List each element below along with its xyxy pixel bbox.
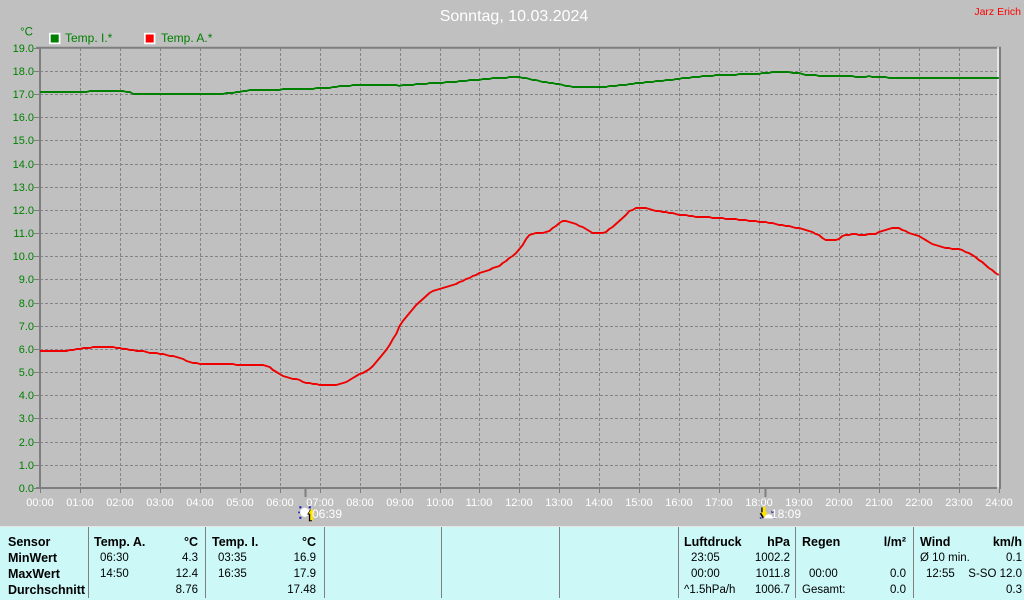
svg-text:5.0: 5.0 <box>19 367 34 379</box>
svg-text:20:00: 20:00 <box>825 497 853 509</box>
svg-text:10.0: 10.0 <box>13 251 34 263</box>
svg-text:01:00: 01:00 <box>66 497 94 509</box>
svg-text:24:00: 24:00 <box>985 497 1013 509</box>
svg-text:16.0: 16.0 <box>13 112 34 124</box>
svg-text:13:00: 13:00 <box>545 497 573 509</box>
svg-text:14:00: 14:00 <box>585 497 613 509</box>
svg-text:03:00: 03:00 <box>146 497 174 509</box>
svg-text:16:00: 16:00 <box>665 497 693 509</box>
svg-text:15.0: 15.0 <box>13 135 34 147</box>
svg-text:08:00: 08:00 <box>346 497 374 509</box>
svg-text:12:00: 12:00 <box>505 497 533 509</box>
svg-text:4.0: 4.0 <box>19 390 34 402</box>
svg-text:Temp. A.*: Temp. A.* <box>161 31 213 45</box>
svg-text:12.0: 12.0 <box>13 205 34 217</box>
svg-text:10:00: 10:00 <box>426 497 454 509</box>
svg-text:Temp. I.*: Temp. I.* <box>65 31 113 45</box>
svg-text:14.0: 14.0 <box>13 159 34 171</box>
svg-text:15:00: 15:00 <box>625 497 653 509</box>
svg-text:6.0: 6.0 <box>19 344 34 356</box>
svg-text:0.0: 0.0 <box>19 483 34 495</box>
svg-text:8.0: 8.0 <box>19 298 34 310</box>
svg-text:00:00: 00:00 <box>26 497 54 509</box>
svg-text:23:00: 23:00 <box>945 497 973 509</box>
svg-text:18:09: 18:09 <box>771 507 801 521</box>
svg-text:°C: °C <box>20 27 33 39</box>
svg-text:06:00: 06:00 <box>266 497 294 509</box>
svg-text:09:00: 09:00 <box>386 497 414 509</box>
svg-text:3.0: 3.0 <box>19 413 34 425</box>
svg-text:11:00: 11:00 <box>466 497 493 509</box>
svg-text:18:00: 18:00 <box>745 497 773 509</box>
svg-text:19.0: 19.0 <box>13 43 34 55</box>
svg-text:04:00: 04:00 <box>186 497 214 509</box>
svg-text:17.0: 17.0 <box>13 89 34 101</box>
svg-text:06:39: 06:39 <box>312 507 342 521</box>
svg-text:02:00: 02:00 <box>106 497 134 509</box>
svg-text:21:00: 21:00 <box>865 497 893 509</box>
svg-text:Jarz Erich: Jarz Erich <box>974 6 1021 18</box>
svg-text:2.0: 2.0 <box>19 437 34 449</box>
svg-text:9.0: 9.0 <box>19 274 34 286</box>
svg-text:18.0: 18.0 <box>13 66 34 78</box>
svg-text:17:00: 17:00 <box>705 497 733 509</box>
svg-text:07:00: 07:00 <box>306 497 334 509</box>
svg-text:19:00: 19:00 <box>785 497 813 509</box>
svg-text:7.0: 7.0 <box>19 321 34 333</box>
svg-text:11.0: 11.0 <box>13 228 34 240</box>
svg-text:05:00: 05:00 <box>226 497 254 509</box>
svg-text:22:00: 22:00 <box>905 497 933 509</box>
svg-text:Sonntag, 10.03.2024: Sonntag, 10.03.2024 <box>440 8 589 25</box>
svg-text:1.0: 1.0 <box>19 460 34 472</box>
svg-text:13.0: 13.0 <box>13 182 34 194</box>
